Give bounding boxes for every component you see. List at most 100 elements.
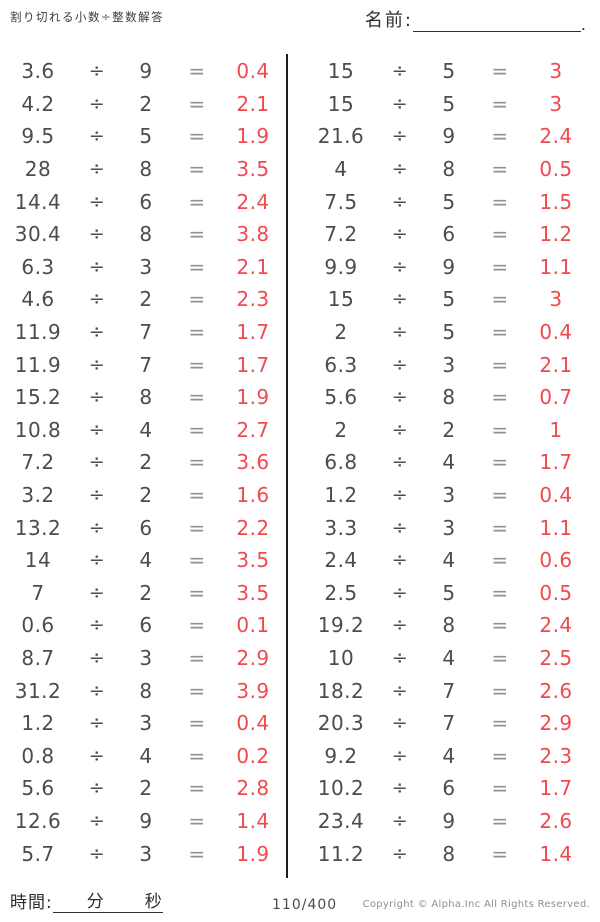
answer-value: 1.4 (539, 841, 573, 866)
dividend-value: 31.2 (14, 678, 62, 703)
problem-row: 18.2 ÷ 7 = 2.6 (305, 674, 597, 707)
divisor-value: 8 (442, 841, 456, 866)
dividend-value: 2.5 (324, 580, 358, 605)
problem-row: 3.3 ÷ 3 = 1.1 (305, 511, 597, 544)
answer-value: 0.2 (236, 743, 270, 768)
answer-value: 0.5 (539, 580, 573, 605)
equals-symbol: = (188, 580, 206, 605)
problem-row: 3.2 ÷ 2 = 1.6 (2, 479, 284, 512)
problem-row: 20.3 ÷ 7 = 2.9 (305, 707, 597, 740)
equals-symbol: = (188, 59, 206, 84)
answer-value: 0.4 (236, 59, 270, 84)
dividend-value: 11.9 (14, 352, 62, 377)
problem-row: 10.2 ÷ 6 = 1.7 (305, 772, 597, 805)
dividend-value: 2 (334, 417, 348, 442)
problem-row: 30.4 ÷ 8 = 3.8 (2, 218, 284, 251)
divide-symbol: ÷ (391, 712, 409, 735)
divisor-value: 5 (442, 91, 456, 116)
answer-value: 2.4 (236, 189, 270, 214)
answer-value: 3 (549, 59, 563, 84)
divide-symbol: ÷ (391, 92, 409, 115)
divisor-value: 9 (442, 808, 456, 833)
problem-row: 9.9 ÷ 9 = 1.1 (305, 251, 597, 284)
problem-row: 9.2 ÷ 4 = 2.3 (305, 739, 597, 772)
divisor-value: 6 (442, 776, 456, 801)
divisor-value: 5 (442, 320, 456, 345)
divisor-value: 8 (442, 613, 456, 638)
divisor-value: 4 (139, 743, 153, 768)
equals-symbol: = (188, 189, 206, 214)
divisor-value: 7 (139, 352, 153, 377)
answer-value: 2.9 (236, 645, 270, 670)
dividend-value: 11.9 (14, 320, 62, 345)
divisor-value: 3 (139, 254, 153, 279)
problem-row: 7.2 ÷ 2 = 3.6 (2, 446, 284, 479)
divisor-value: 5 (442, 580, 456, 605)
dividend-value: 2 (334, 320, 348, 345)
divide-symbol: ÷ (88, 549, 106, 572)
dividend-value: 10 (327, 645, 355, 670)
answer-value: 3 (549, 287, 563, 312)
equals-symbol: = (188, 91, 206, 116)
equals-symbol: = (491, 287, 509, 312)
problem-row: 0.8 ÷ 4 = 0.2 (2, 739, 284, 772)
equals-symbol: = (491, 222, 509, 247)
minutes-label: 分 (86, 892, 105, 912)
equals-symbol: = (188, 743, 206, 768)
problem-row: 2 ÷ 2 = 1 (305, 414, 597, 447)
dividend-value: 14 (24, 548, 52, 573)
divide-symbol: ÷ (391, 386, 409, 409)
dividend-value: 7 (31, 580, 45, 605)
divisor-value: 4 (442, 548, 456, 573)
divide-symbol: ÷ (391, 288, 409, 311)
answer-value: 2.9 (539, 711, 573, 736)
divide-symbol: ÷ (88, 60, 106, 83)
divide-symbol: ÷ (88, 321, 106, 344)
answer-value: 2.7 (236, 417, 270, 442)
divide-symbol: ÷ (88, 581, 106, 604)
answer-value: 0.1 (236, 613, 270, 638)
divisor-value: 6 (139, 515, 153, 540)
dividend-value: 0.6 (21, 613, 55, 638)
answer-value: 3.5 (236, 548, 270, 573)
dividend-value: 30.4 (14, 222, 62, 247)
dividend-value: 7.5 (324, 189, 358, 214)
answer-value: 3.5 (236, 580, 270, 605)
divide-symbol: ÷ (391, 777, 409, 800)
equals-symbol: = (491, 385, 509, 410)
divide-symbol: ÷ (391, 353, 409, 376)
problem-row: 15 ÷ 5 = 3 (305, 55, 597, 88)
problem-row: 7.5 ÷ 5 = 1.5 (305, 185, 597, 218)
divisor-value: 5 (442, 59, 456, 84)
equals-symbol: = (491, 515, 509, 540)
equals-symbol: = (188, 613, 206, 638)
answer-value: 2.1 (236, 91, 270, 116)
problem-row: 11.9 ÷ 7 = 1.7 (2, 348, 284, 381)
problem-row: 11.2 ÷ 8 = 1.4 (305, 837, 597, 870)
divisor-value: 3 (139, 645, 153, 670)
answer-value: 1.7 (539, 450, 573, 475)
problem-row: 5.6 ÷ 2 = 2.8 (2, 772, 284, 805)
equals-symbol: = (188, 352, 206, 377)
divide-symbol: ÷ (391, 451, 409, 474)
dividend-value: 2.4 (324, 548, 358, 573)
problem-row: 11.9 ÷ 7 = 1.7 (2, 316, 284, 349)
time-blank-line: 分秒 (52, 890, 163, 913)
answer-value: 1.7 (539, 776, 573, 801)
divisor-value: 3 (442, 352, 456, 377)
divisor-value: 2 (139, 91, 153, 116)
dividend-value: 1.2 (21, 711, 55, 736)
answer-value: 2.3 (236, 287, 270, 312)
divide-symbol: ÷ (391, 516, 409, 539)
dividend-value: 5.7 (21, 841, 55, 866)
divide-symbol: ÷ (391, 744, 409, 767)
equals-symbol: = (491, 483, 509, 508)
dividend-value: 5.6 (21, 776, 55, 801)
dividend-value: 23.4 (317, 808, 365, 833)
equals-symbol: = (491, 59, 509, 84)
divide-symbol: ÷ (88, 386, 106, 409)
divisor-value: 6 (139, 189, 153, 214)
problem-row: 21.6 ÷ 9 = 2.4 (305, 120, 597, 153)
divide-symbol: ÷ (88, 125, 106, 148)
divisor-value: 2 (442, 417, 456, 442)
